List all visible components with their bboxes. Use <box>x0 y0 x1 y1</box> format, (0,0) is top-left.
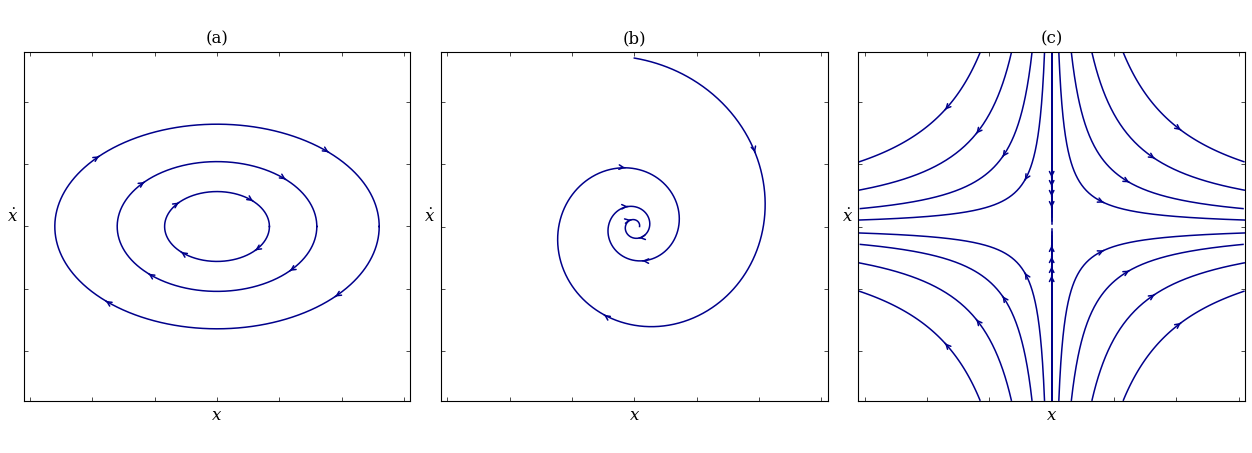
Y-axis label: $\dot{x}$: $\dot{x}$ <box>841 209 853 226</box>
Y-axis label: $\dot{x}$: $\dot{x}$ <box>8 209 18 226</box>
Title: (c): (c) <box>1040 30 1063 48</box>
X-axis label: x: x <box>213 407 222 424</box>
Y-axis label: $\dot{x}$: $\dot{x}$ <box>424 209 436 226</box>
X-axis label: x: x <box>1047 407 1057 424</box>
Title: (b): (b) <box>622 30 646 48</box>
Title: (a): (a) <box>205 30 228 48</box>
X-axis label: x: x <box>630 407 639 424</box>
